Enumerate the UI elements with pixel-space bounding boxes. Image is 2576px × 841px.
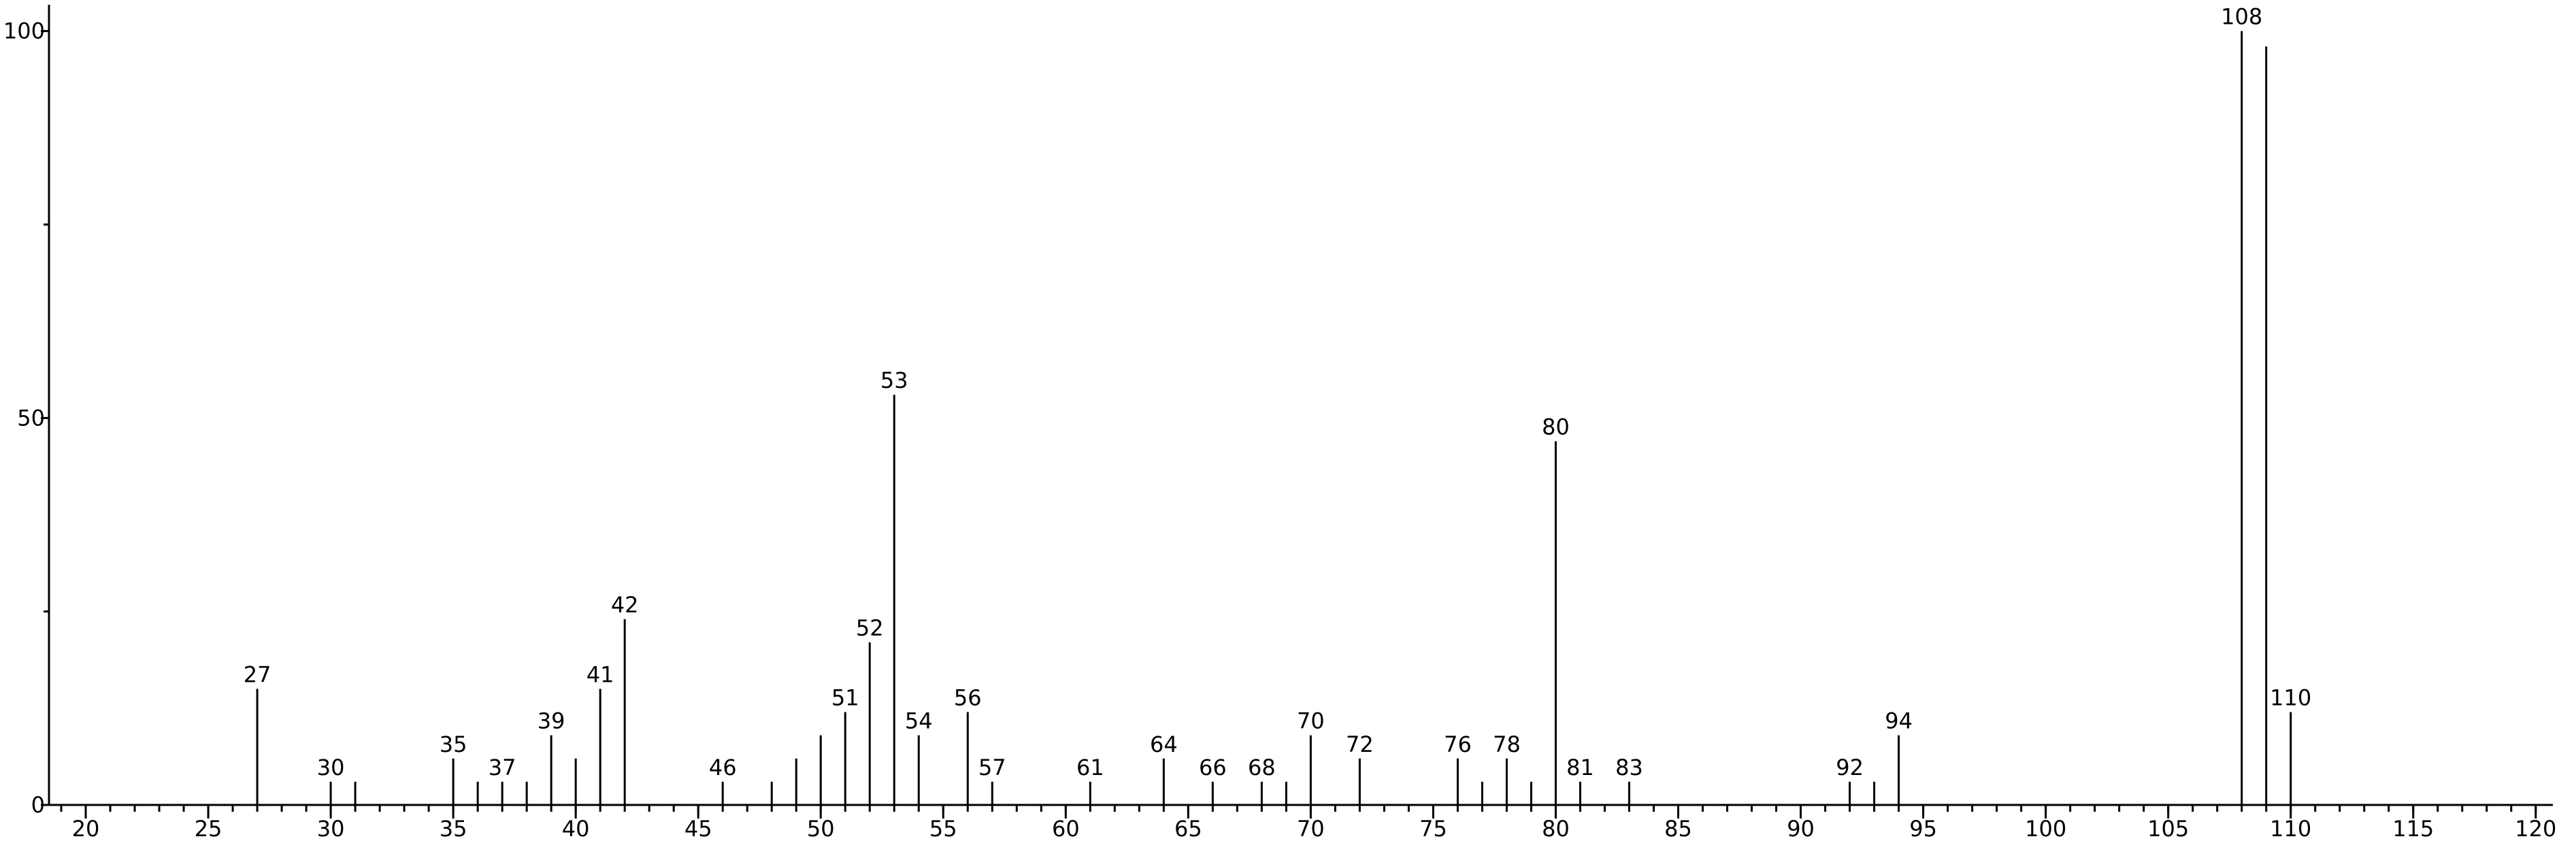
x-tick-label: 60 [1052, 816, 1080, 841]
peak-label: 42 [611, 592, 639, 618]
x-tick-label: 95 [1909, 816, 1937, 841]
x-tick-label: 85 [1664, 816, 1692, 841]
x-tick-label: 25 [195, 816, 222, 841]
x-tick-label: 50 [807, 816, 835, 841]
x-tick-label: 65 [1174, 816, 1202, 841]
x-tick-label: 110 [2270, 816, 2311, 841]
peak-label: 70 [1297, 708, 1325, 734]
peak-label: 92 [1836, 755, 1864, 780]
x-tick-label: 40 [562, 816, 590, 841]
x-tick-label: 70 [1297, 816, 1325, 841]
y-tick-label: 0 [31, 792, 45, 818]
x-tick-label: 75 [1419, 816, 1447, 841]
peak-label: 27 [244, 661, 271, 687]
x-tick-label: 30 [317, 816, 345, 841]
peak-label: 52 [856, 615, 884, 641]
x-tick-label: 45 [684, 816, 712, 841]
peak-label: 64 [1150, 731, 1178, 757]
peak-label: 78 [1493, 731, 1521, 757]
peak-label: 108 [2221, 4, 2262, 30]
x-tick-label: 105 [2147, 816, 2189, 841]
x-tick-label: 90 [1787, 816, 1815, 841]
x-tick-label: 120 [2515, 816, 2556, 841]
peak-label: 72 [1346, 731, 1374, 757]
peak-label: 76 [1444, 731, 1472, 757]
peak-label: 46 [709, 755, 737, 780]
x-tick-label: 35 [440, 816, 467, 841]
x-tick-label: 20 [72, 816, 100, 841]
peak-label: 57 [978, 755, 1006, 780]
peak-label: 39 [538, 708, 565, 734]
y-tick-label: 50 [17, 405, 45, 431]
peak-label: 37 [489, 755, 516, 780]
peak-label: 54 [905, 708, 933, 734]
peak-label: 68 [1248, 755, 1276, 780]
peak-label: 61 [1076, 755, 1104, 780]
peak-label: 51 [831, 685, 859, 711]
y-tick-label: 100 [3, 18, 45, 44]
peak-label: 80 [1542, 414, 1570, 440]
peak-label: 94 [1885, 708, 1913, 734]
peak-label: 66 [1199, 755, 1227, 780]
peak-label: 35 [440, 731, 467, 757]
x-tick-label: 80 [1542, 816, 1570, 841]
peak-label: 110 [2270, 685, 2311, 711]
x-tick-label: 115 [2392, 816, 2434, 841]
peak-label: 56 [954, 685, 982, 711]
x-tick-label: 55 [929, 816, 957, 841]
peak-label: 81 [1566, 755, 1594, 780]
peak-label: 53 [880, 367, 908, 393]
peak-label: 41 [587, 661, 614, 687]
peak-label: 30 [317, 755, 345, 780]
peak-label: 83 [1615, 755, 1643, 780]
x-tick-label: 100 [2025, 816, 2066, 841]
